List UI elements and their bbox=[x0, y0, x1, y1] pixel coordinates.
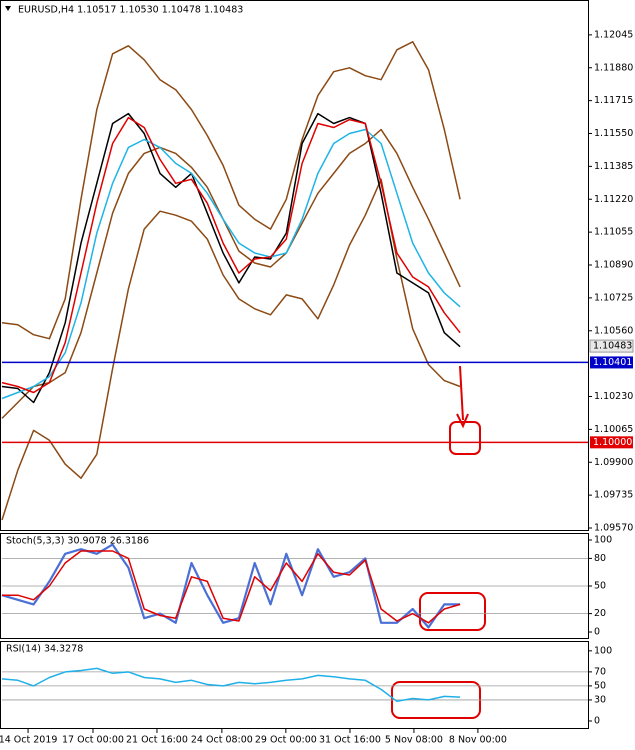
x-tick-label: 17 Oct 00:00 bbox=[62, 735, 124, 746]
arrowhead bbox=[456, 413, 469, 429]
y-tick-label: 1.09570 bbox=[594, 523, 633, 534]
highlight-box bbox=[449, 421, 481, 455]
panel-title: RSI(14) 34.3278 bbox=[6, 644, 83, 655]
y-tick-label: 1.10725 bbox=[594, 292, 633, 303]
level-label-box bbox=[590, 436, 633, 449]
x-tick-label: 21 Oct 16:00 bbox=[126, 735, 188, 746]
series-line bbox=[1, 116, 461, 394]
menu-triangle bbox=[5, 6, 11, 11]
y-tick-label: 1.12045 bbox=[594, 29, 633, 40]
y-tick-label: 70 bbox=[594, 666, 606, 677]
current-price-box bbox=[589, 339, 634, 353]
x-tick-label: 31 Oct 16:00 bbox=[319, 735, 381, 746]
y-tick-label: 1.11880 bbox=[594, 62, 633, 73]
y-tick-label: 1.11220 bbox=[594, 194, 633, 205]
y-tick-label: 100 bbox=[594, 534, 612, 545]
y-tick-label: 1.11385 bbox=[594, 161, 633, 172]
x-tick-label: 24 Oct 08:00 bbox=[191, 735, 253, 746]
series-line bbox=[1, 128, 461, 419]
y-tick-label: 20 bbox=[594, 608, 606, 619]
y-tick-label: 1.11715 bbox=[594, 95, 633, 106]
x-tick-label: 8 Nov 00:00 bbox=[449, 735, 507, 746]
y-tick-label: 1.10890 bbox=[594, 260, 633, 271]
series-line bbox=[1, 667, 461, 703]
y-tick-label: 80 bbox=[594, 553, 606, 564]
y-tick-label: 1.10560 bbox=[594, 325, 633, 336]
level-label-box bbox=[590, 356, 633, 369]
y-tick-label: 1.11550 bbox=[594, 128, 633, 139]
level-label: 1.10401 bbox=[593, 357, 632, 368]
x-tick-label: 5 Nov 08:00 bbox=[385, 735, 443, 746]
y-tick-label: 50 bbox=[594, 581, 606, 592]
series-line bbox=[1, 128, 461, 400]
y-tick-label: 1.11055 bbox=[594, 227, 633, 238]
panel-title: Stoch(5,3,3) 30.9078 26.3186 bbox=[6, 536, 149, 547]
rsi-panel-frame bbox=[0, 641, 589, 729]
series-line bbox=[1, 41, 461, 340]
highlight-box bbox=[419, 592, 486, 631]
y-tick-label: 1.09900 bbox=[594, 457, 633, 468]
y-tick-label: 0 bbox=[594, 715, 600, 726]
y-tick-label: 100 bbox=[594, 645, 612, 656]
series-line bbox=[2, 550, 461, 624]
arrow bbox=[459, 365, 464, 421]
panel-title: EURUSD,H4 1.10517 1.10530 1.10478 1.1048… bbox=[18, 5, 243, 16]
y-tick-label: 50 bbox=[594, 680, 606, 691]
y-tick-label: 1.09735 bbox=[594, 490, 633, 501]
y-tick-label: 30 bbox=[594, 694, 606, 705]
x-tick-label: 29 Oct 00:00 bbox=[255, 735, 317, 746]
level-label: 1.10000 bbox=[593, 437, 632, 448]
x-tick-label: 14 Oct 2019 bbox=[0, 735, 57, 746]
series-line bbox=[1, 543, 461, 629]
y-tick-label: 1.10230 bbox=[594, 391, 633, 402]
y-tick-label: 0 bbox=[594, 627, 600, 638]
current-price-label: 1.10483 bbox=[593, 341, 632, 352]
y-tick-label: 1.10065 bbox=[594, 424, 633, 435]
series-line bbox=[1, 112, 461, 404]
